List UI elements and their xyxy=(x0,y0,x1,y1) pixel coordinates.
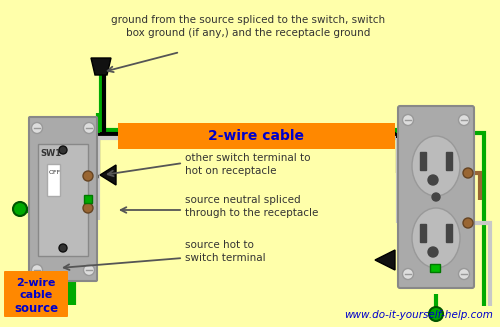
Circle shape xyxy=(429,307,443,321)
Text: source hot to
switch terminal: source hot to switch terminal xyxy=(185,240,266,263)
Text: ground from the source spliced to the switch, switch
box ground (if any,) and th: ground from the source spliced to the sw… xyxy=(111,15,385,38)
Circle shape xyxy=(428,247,438,257)
Ellipse shape xyxy=(412,208,460,268)
Text: source: source xyxy=(14,301,58,315)
Text: other switch terminal to
hot on receptacle: other switch terminal to hot on receptac… xyxy=(185,153,310,176)
Bar xyxy=(84,195,92,203)
Circle shape xyxy=(458,114,469,126)
FancyBboxPatch shape xyxy=(398,106,474,288)
Bar xyxy=(430,264,440,272)
Circle shape xyxy=(32,265,42,276)
Bar xyxy=(38,144,88,256)
Bar xyxy=(446,152,452,170)
Bar xyxy=(118,123,395,149)
Text: 2-wire cable: 2-wire cable xyxy=(208,129,304,143)
Text: www.do-it-yourself-help.com: www.do-it-yourself-help.com xyxy=(344,310,493,320)
Circle shape xyxy=(463,168,473,178)
Text: source neutral spliced
through to the receptacle: source neutral spliced through to the re… xyxy=(185,195,318,218)
Polygon shape xyxy=(100,165,116,185)
Circle shape xyxy=(402,114,413,126)
FancyBboxPatch shape xyxy=(4,271,68,317)
Circle shape xyxy=(428,175,438,185)
Bar xyxy=(446,224,452,242)
Bar xyxy=(420,224,426,242)
Text: 2-wire
cable: 2-wire cable xyxy=(16,278,56,300)
Circle shape xyxy=(59,146,67,154)
Circle shape xyxy=(432,193,440,201)
Circle shape xyxy=(84,123,94,133)
Polygon shape xyxy=(91,58,111,75)
Circle shape xyxy=(402,268,413,280)
Text: OFF: OFF xyxy=(49,170,61,175)
Circle shape xyxy=(458,268,469,280)
Bar xyxy=(47,164,60,196)
FancyBboxPatch shape xyxy=(29,117,97,281)
Circle shape xyxy=(84,265,94,276)
Circle shape xyxy=(13,202,27,216)
Circle shape xyxy=(32,123,42,133)
Bar xyxy=(420,152,426,170)
Circle shape xyxy=(59,244,67,252)
Circle shape xyxy=(83,203,93,213)
Circle shape xyxy=(463,218,473,228)
Circle shape xyxy=(83,171,93,181)
Text: SW1: SW1 xyxy=(40,149,61,158)
Ellipse shape xyxy=(412,136,460,196)
Polygon shape xyxy=(375,250,395,270)
